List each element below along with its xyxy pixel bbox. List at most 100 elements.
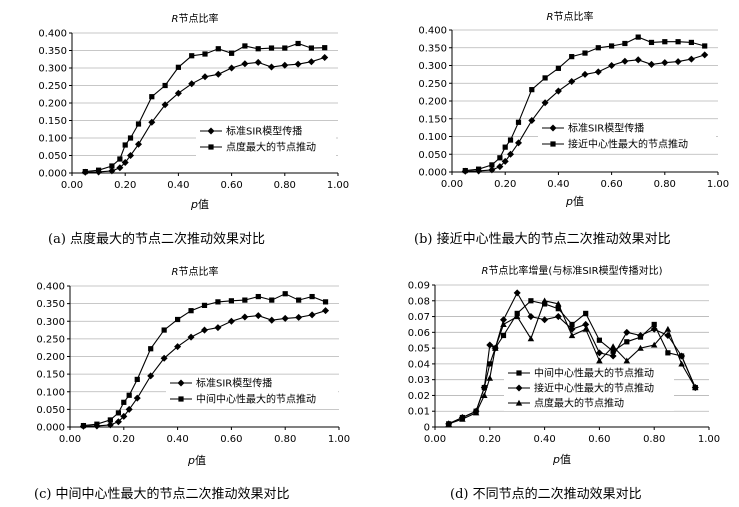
data-point	[200, 326, 209, 334]
x-tick-label: 1.00	[327, 180, 349, 191]
data-point	[321, 53, 329, 62]
data-point	[488, 166, 496, 174]
data-point	[487, 361, 493, 367]
data-point	[459, 415, 466, 422]
data-point	[541, 297, 548, 304]
y-tick-label: 0.000	[36, 423, 65, 434]
data-point	[678, 352, 686, 360]
data-point	[295, 40, 301, 47]
data-point	[480, 384, 488, 392]
data-point	[241, 60, 249, 68]
data-point	[188, 80, 196, 88]
chart-b-svg: 0.000 0.050 0.100 0.150 0.200 0.250 0.300 0.350…	[418, 10, 729, 208]
series-square	[82, 40, 328, 175]
x-axis-label-var: p	[565, 195, 573, 208]
data-point	[542, 301, 548, 307]
legend-bg	[538, 121, 716, 137]
data-point	[664, 325, 672, 332]
data-point	[492, 344, 499, 351]
y-tick-label: 0.200	[418, 97, 447, 108]
x-tick-label: 0.20	[494, 179, 516, 190]
data-point	[650, 325, 658, 333]
data-point	[281, 61, 289, 69]
y-tick-label: 0	[424, 423, 430, 434]
data-point	[489, 162, 495, 168]
legend-marker	[177, 379, 185, 387]
data-point	[609, 43, 615, 49]
data-point	[201, 302, 208, 308]
y-tick-label: 0.400	[36, 282, 65, 293]
legend-bg	[504, 396, 674, 411]
data-point	[122, 142, 128, 148]
y-tick-label: 0.01	[408, 407, 430, 418]
y-tick-label: 0.150	[418, 114, 447, 125]
x-tick-label: 0.20	[114, 180, 136, 191]
legend-marker	[550, 141, 556, 147]
x-tick-label: 0.80	[654, 179, 676, 190]
data-point	[507, 150, 515, 158]
data-point	[582, 50, 588, 56]
data-point	[121, 158, 129, 167]
data-point	[569, 54, 575, 60]
x-axis-label: p值	[565, 195, 584, 208]
data-point	[701, 51, 709, 59]
y-tick-label: 0.000	[418, 168, 447, 179]
data-point	[308, 311, 316, 319]
x-axis-label: p值	[190, 198, 209, 211]
data-point	[175, 316, 181, 323]
y-tick-label: 0.07	[408, 312, 430, 323]
x-tick-label: 0.00	[424, 434, 446, 445]
legend-label: 点度最大的节点推动	[534, 397, 624, 410]
data-point	[242, 297, 248, 303]
data-point	[149, 94, 155, 100]
data-point	[161, 327, 167, 333]
data-point	[148, 346, 154, 352]
data-point	[692, 384, 699, 391]
data-point	[174, 89, 182, 97]
data-point	[107, 417, 113, 423]
data-point	[462, 167, 468, 174]
data-point	[496, 163, 504, 171]
data-point	[268, 316, 276, 324]
caption-c: (c) 中间中心性最大的节点二次推动效果对比	[34, 487, 290, 502]
y-tick-label: 0.350	[36, 299, 65, 310]
y-tick-label: 0.300	[38, 64, 67, 75]
legend-label: 点度最大的节点推动	[226, 141, 316, 154]
x-axis-label-text: 值	[573, 195, 584, 208]
data-point	[148, 118, 156, 126]
data-point	[555, 306, 561, 312]
legend-bg	[166, 392, 338, 408]
data-point	[108, 167, 116, 175]
x-tick-label: 0.40	[533, 434, 555, 445]
y-tick-label: 0.350	[38, 46, 67, 57]
data-point	[134, 140, 143, 148]
data-point	[201, 73, 209, 81]
legend-label: 中间中心性最大的节点推动	[534, 367, 654, 380]
y-tick-label: 0.100	[36, 387, 65, 398]
x-tick-label: 0.40	[167, 180, 189, 191]
data-point	[624, 339, 630, 345]
data-point	[647, 60, 656, 68]
x-axis-label-var: p	[187, 454, 195, 467]
x-tick-label: 0.60	[220, 434, 242, 445]
x-axis-label-text: 值	[560, 453, 571, 466]
y-tick-label: 0.300	[418, 61, 447, 72]
data-point	[134, 376, 140, 383]
chart-c-svg: 0.000 0.050 0.100 0.150 0.200 0.250 0.300 0.350…	[36, 265, 350, 467]
data-point	[175, 64, 181, 70]
chart-panel-b: 0.000 0.050 0.100 0.150 0.200 0.250 0.300 0.350…	[370, 0, 739, 253]
chart-a-svg: 0.000 0.050 0.100 0.150 0.200 0.250 0.300 0.350…	[38, 12, 349, 211]
data-point	[596, 357, 603, 364]
data-point	[674, 58, 682, 66]
data-point	[502, 144, 508, 150]
chart-title-var: R	[172, 267, 179, 278]
data-point	[501, 157, 509, 165]
data-point	[115, 410, 122, 416]
data-point	[162, 82, 168, 89]
y-tick-label: 0.400	[418, 26, 447, 37]
data-point	[583, 310, 589, 316]
y-tick-label: 0.000	[38, 169, 67, 180]
data-point	[255, 293, 261, 300]
chart-title-var: R	[481, 266, 488, 277]
data-point	[308, 45, 314, 51]
